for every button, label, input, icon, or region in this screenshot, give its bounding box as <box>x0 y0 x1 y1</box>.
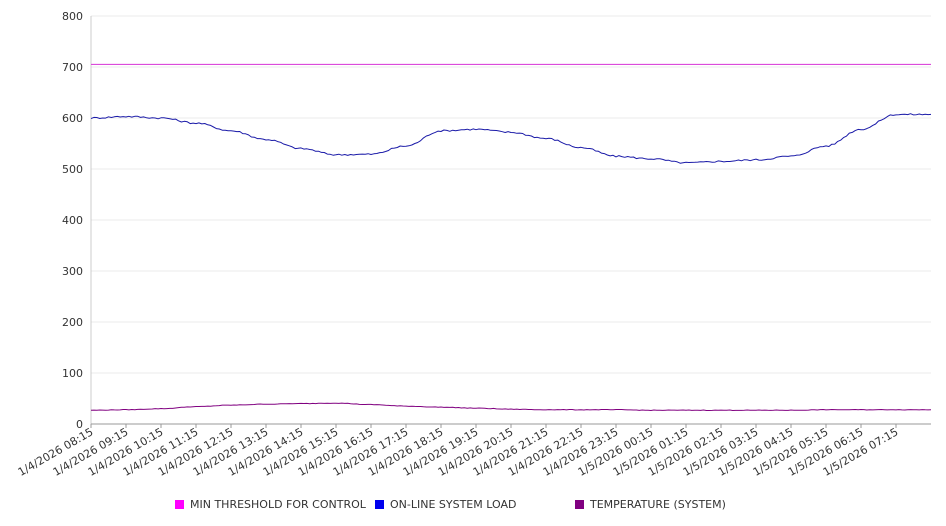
grid-lines <box>91 15 931 374</box>
legend-swatch-system-load <box>375 500 384 509</box>
series-line-1: ON-LINE SYSTEM LOAD <box>90 113 932 164</box>
legend-item-system-load[interactable]: ON-LINE SYSTEM LOAD <box>375 498 516 511</box>
x-axis-tick-labels: 1/4/2026 08:151/4/2026 09:151/4/2026 10:… <box>16 425 901 479</box>
legend: MIN THRESHOLD FOR CONTROL ON-LINE SYSTEM… <box>0 498 946 516</box>
y-tick-label: 0 <box>76 418 83 431</box>
legend-label-min-threshold: MIN THRESHOLD FOR CONTROL <box>190 498 366 511</box>
y-tick-label: 100 <box>62 367 83 380</box>
legend-swatch-temperature <box>575 500 584 509</box>
y-tick-label: 600 <box>62 112 83 125</box>
legend-item-min-threshold[interactable]: MIN THRESHOLD FOR CONTROL <box>175 498 366 511</box>
y-tick-label: 300 <box>62 265 83 278</box>
y-tick-label: 700 <box>62 61 83 74</box>
series-line-2: TEMPERATURE (SYSTEM) <box>90 402 932 411</box>
y-axis-tick-labels: 0 100 200 300 400 500 600 700 800 <box>62 10 83 431</box>
y-tick-label: 200 <box>62 316 83 329</box>
axes <box>90 16 931 428</box>
legend-swatch-min-threshold <box>175 500 184 509</box>
legend-label-temperature: TEMPERATURE (SYSTEM) <box>590 498 726 511</box>
legend-label-system-load: ON-LINE SYSTEM LOAD <box>390 498 517 511</box>
y-tick-label: 500 <box>62 163 83 176</box>
y-tick-label: 800 <box>62 10 83 23</box>
y-tick-label: 400 <box>62 214 83 227</box>
legend-item-temperature[interactable]: TEMPERATURE (SYSTEM) <box>575 498 726 511</box>
